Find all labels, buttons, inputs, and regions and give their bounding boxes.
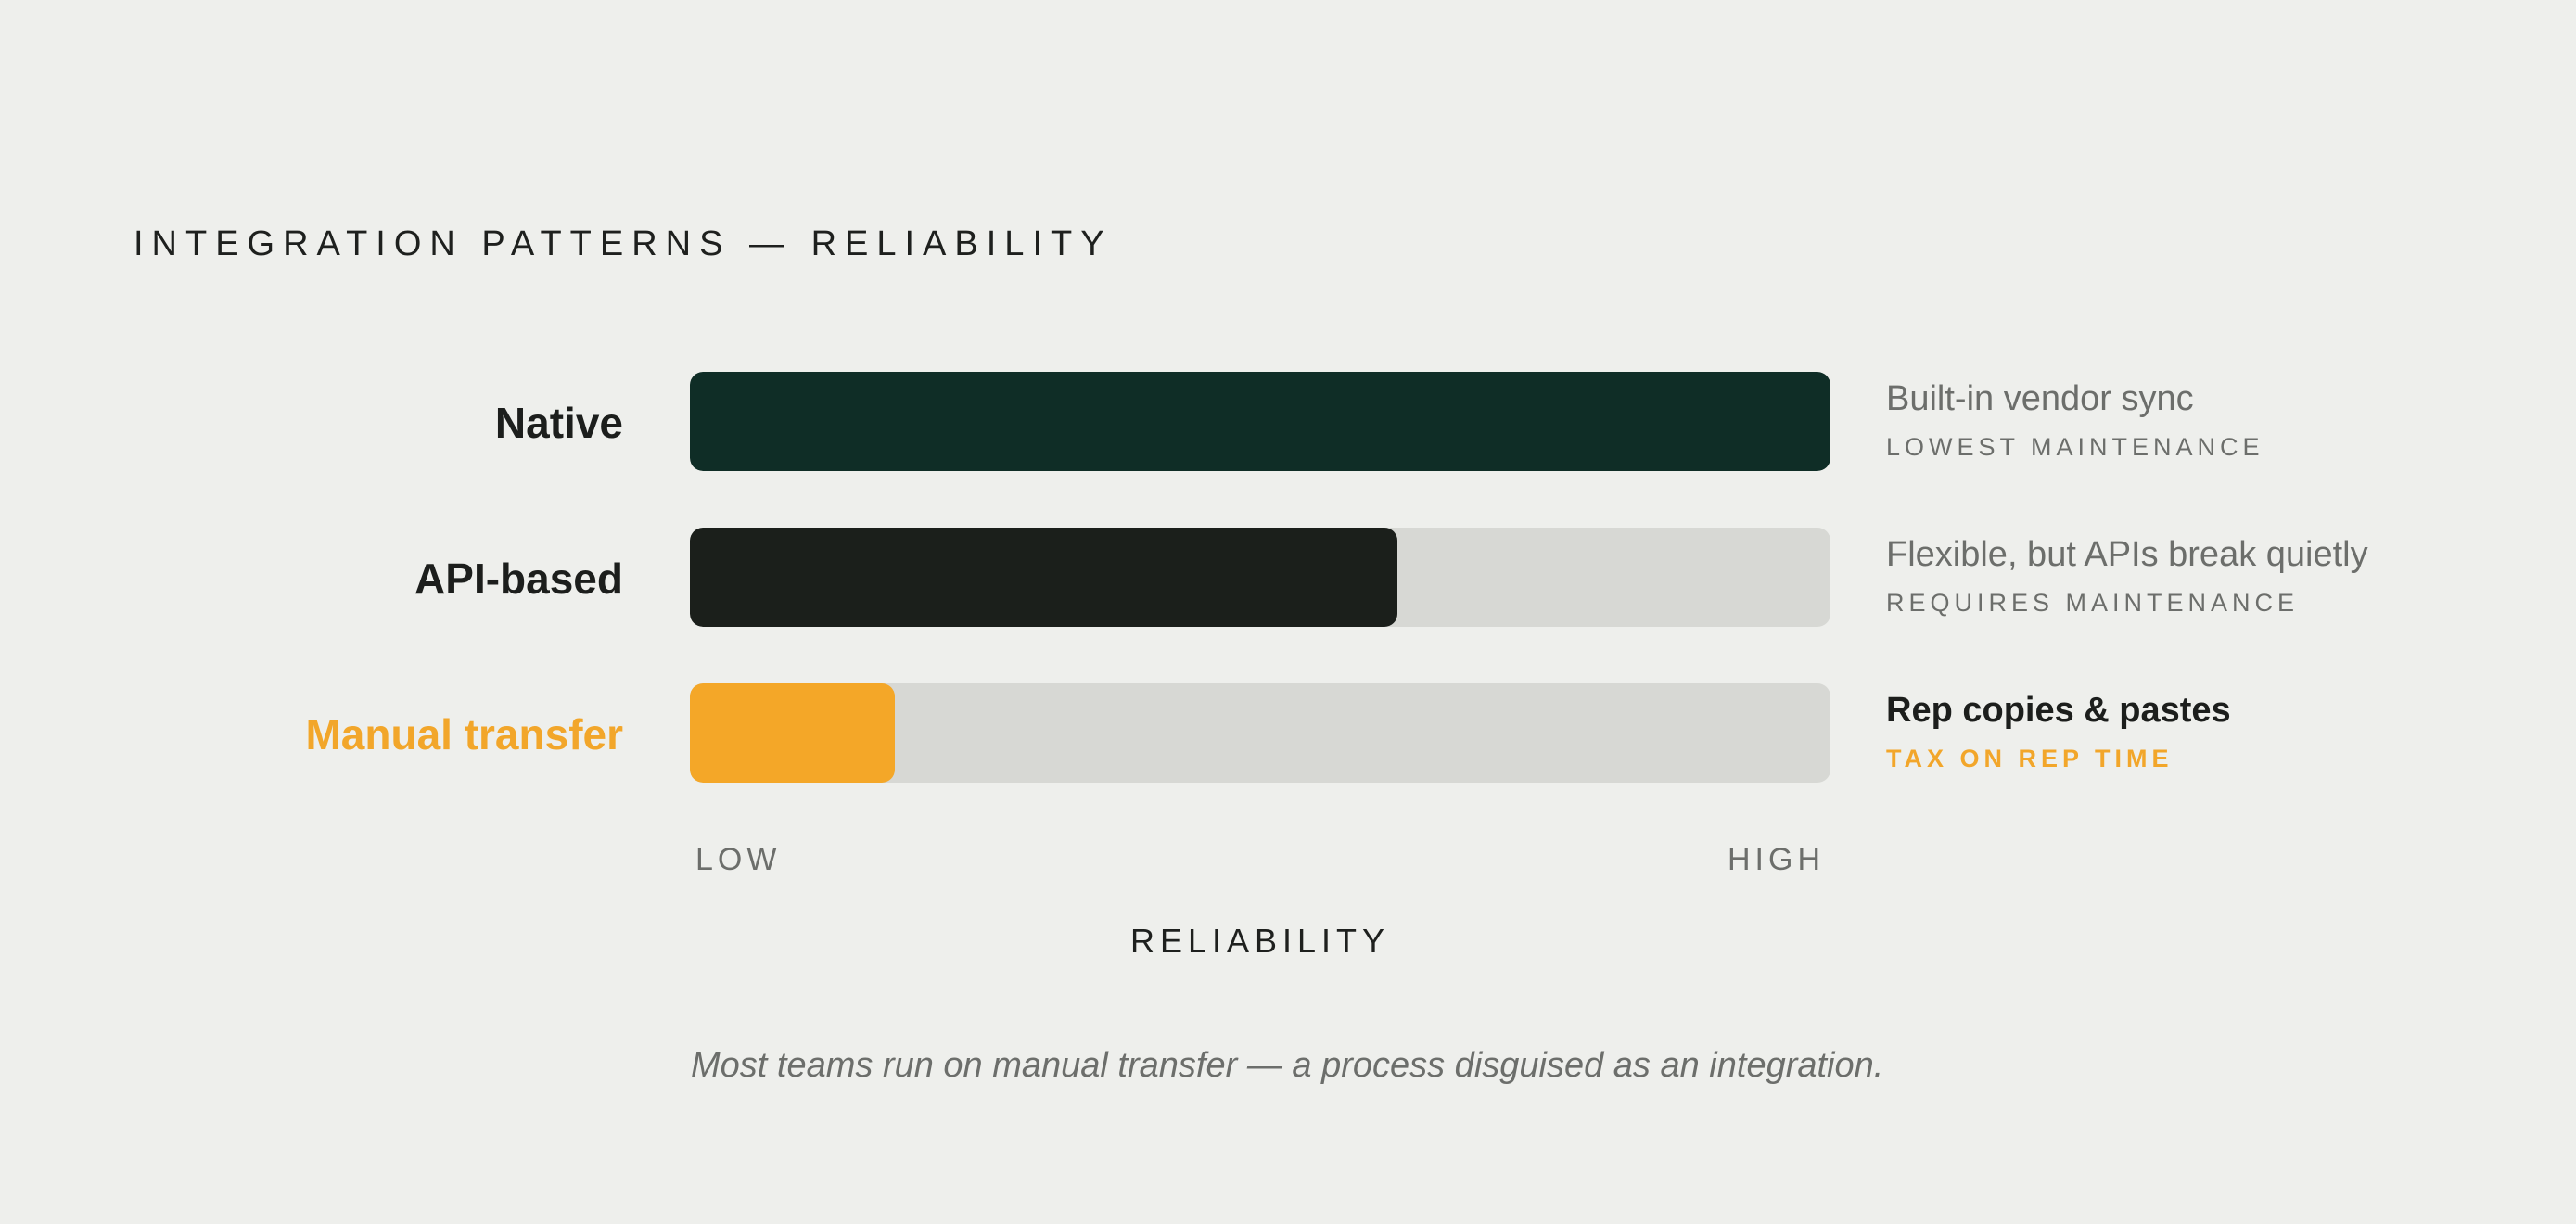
bar-api-based xyxy=(690,528,1397,627)
bar-note-api-based: Flexible, but APIs break quietly REQUIRES… xyxy=(1886,537,2368,616)
bar-native xyxy=(690,372,1830,471)
chart-title: INTEGRATION PATTERNS — RELIABILITY xyxy=(134,224,1113,263)
bar-label-manual-transfer: Manual transfer xyxy=(305,710,623,759)
caption: Most teams run on manual transfer — a pr… xyxy=(691,1046,1884,1085)
bar-track-native xyxy=(690,372,1830,471)
bar-label-api-based: API-based xyxy=(414,555,623,603)
bar-note-manual-transfer: Rep copies & pastes TAX ON REP TIME xyxy=(1886,693,2231,771)
bar-note-subtext: LOWEST MAINTENANCE xyxy=(1886,433,2264,461)
bar-note-text: Rep copies & pastes xyxy=(1886,691,2231,730)
x-tick-high: HIGH xyxy=(1728,842,1825,877)
bar-note-text: Built-in vendor sync xyxy=(1886,379,2194,418)
bar-note-text: Flexible, but APIs break quietly xyxy=(1886,535,2368,574)
bar-track-manual-transfer xyxy=(690,683,1830,783)
bar-track-api-based xyxy=(690,528,1830,627)
bar-manual-transfer xyxy=(690,683,895,783)
bar-label-native: Native xyxy=(494,399,623,447)
bar-note-subtext: REQUIRES MAINTENANCE xyxy=(1886,589,2300,617)
bar-note-native: Built-in vendor sync LOWEST MAINTENANCE xyxy=(1886,381,2264,460)
x-axis-label: RELIABILITY xyxy=(1129,922,1391,960)
bar-note-subtext: TAX ON REP TIME xyxy=(1886,745,2174,772)
x-tick-low: LOW xyxy=(695,842,782,877)
